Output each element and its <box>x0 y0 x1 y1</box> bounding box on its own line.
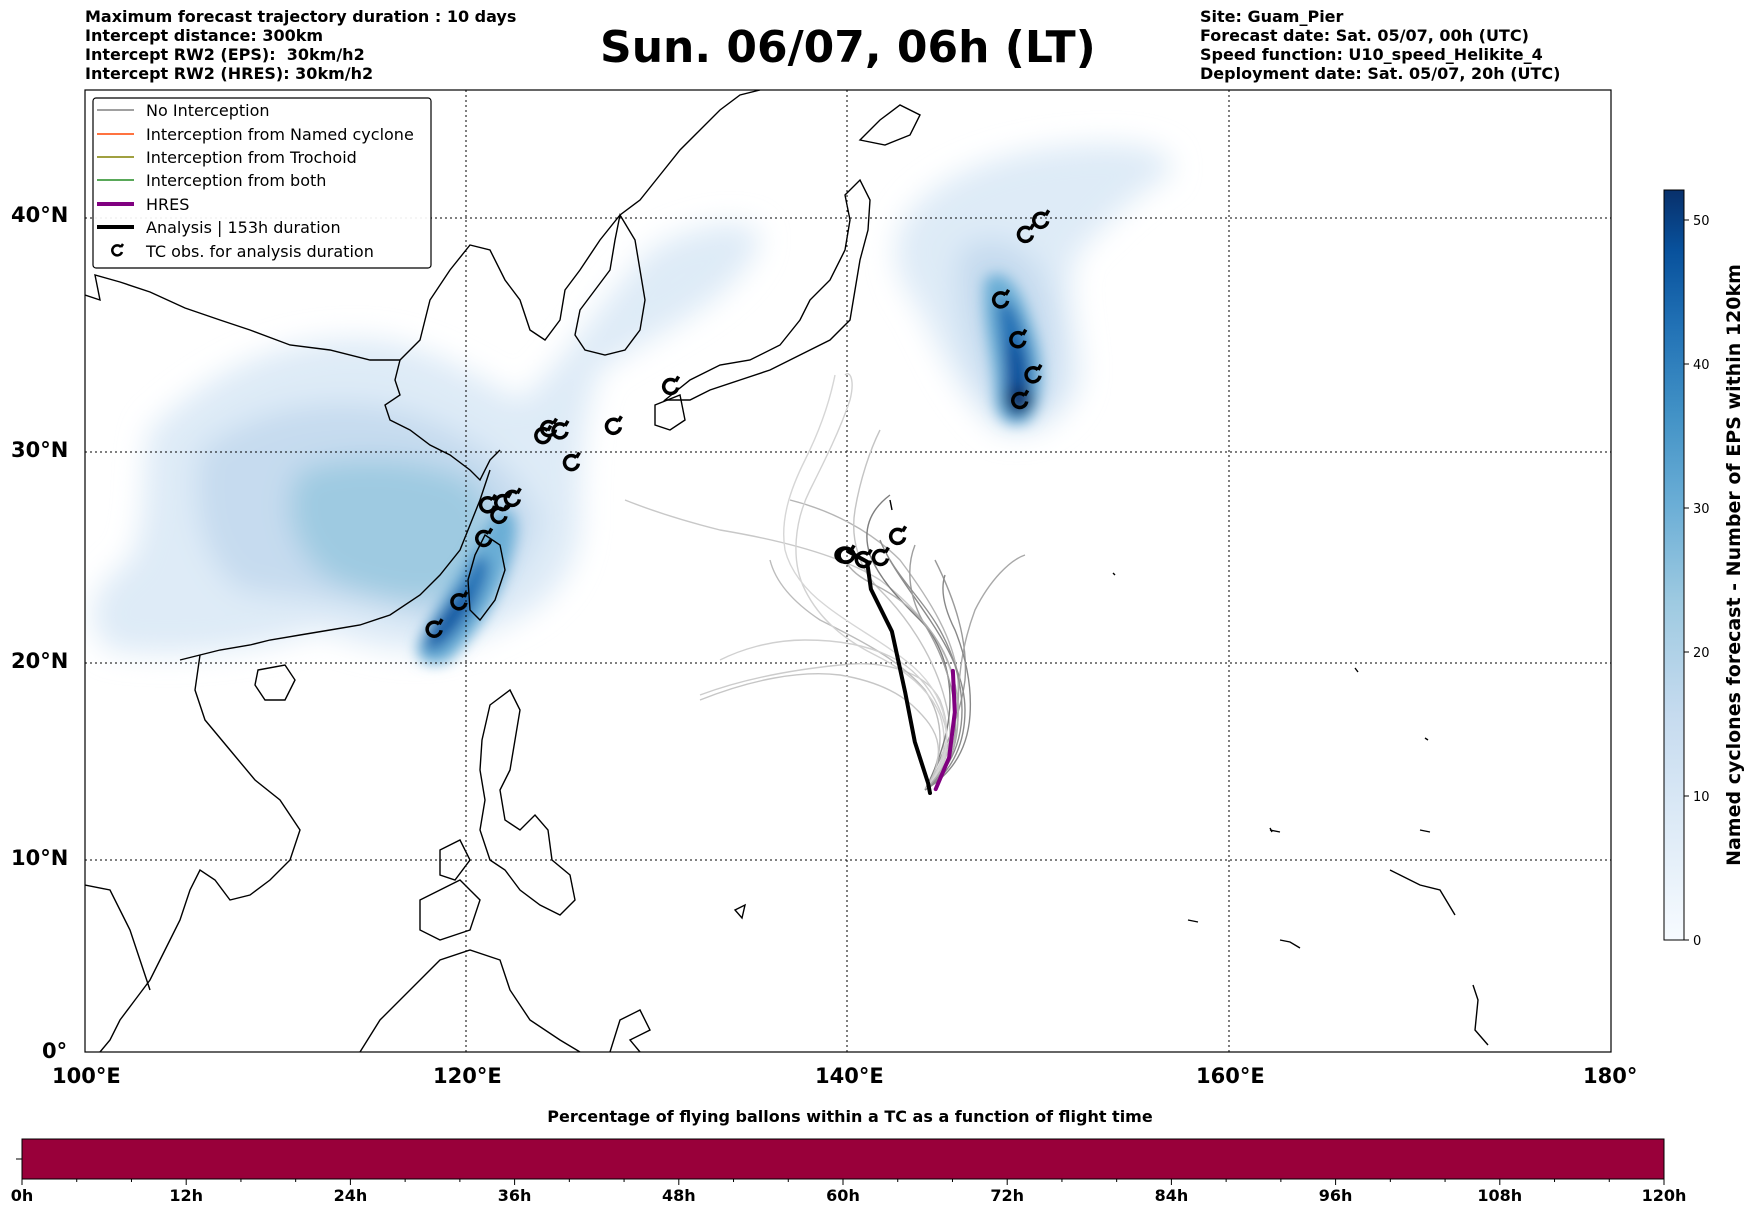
flight-time-tick-label: 84h <box>1154 1186 1189 1205</box>
header-left-line-3: Intercept RW2 (EPS): 30km/h2 <box>85 45 365 64</box>
colorbar-tick: 30 <box>1693 502 1710 517</box>
flight-time-tick-label: 0h <box>10 1186 34 1205</box>
colorbar-tick: 50 <box>1693 214 1710 229</box>
header-right-line-4: Deployment date: Sat. 05/07, 20h (UTC) <box>1200 64 1561 83</box>
typhoon-symbol-icon <box>111 243 125 257</box>
lon-tick-180: 180° <box>1583 1064 1638 1088</box>
colorbar-tick: 40 <box>1693 358 1710 373</box>
tc-obs-marker <box>475 527 494 548</box>
tc-observations <box>425 209 1051 638</box>
eps-density-east-core <box>983 274 1042 424</box>
colorbar-label: Named cyclones forecast - Number of EPS … <box>1723 264 1745 866</box>
tc-obs-marker <box>562 451 581 472</box>
legend-label: Interception from both <box>146 171 326 190</box>
flight-time-tick-label: 24h <box>333 1186 368 1205</box>
lat-tick-0: 0° <box>42 1039 68 1063</box>
tc-obs-marker <box>1032 209 1051 229</box>
ensemble-trajectories <box>624 373 1026 791</box>
tc-obs-marker <box>889 525 908 546</box>
lon-tick-140: 140°E <box>815 1064 884 1088</box>
flight-time-bar <box>16 1138 1665 1185</box>
coastlines <box>85 90 1489 1052</box>
tc-obs-marker <box>450 590 469 611</box>
header-left-line-4: Intercept RW2 (HRES): 30km/h2 <box>85 64 374 83</box>
flight-time-tick-label: 48h <box>661 1186 696 1205</box>
colorbar-tick: 20 <box>1693 646 1710 661</box>
legend-label: HRES <box>146 195 189 214</box>
tc-obs-marker <box>854 548 873 569</box>
tc-obs-marker <box>1011 389 1030 410</box>
colorbar-tick: 0 <box>1693 934 1701 949</box>
lon-tick-100: 100°E <box>52 1064 121 1088</box>
flight-time-tick-label: 108h <box>1477 1186 1523 1205</box>
lon-tick-160: 160°E <box>1196 1064 1265 1088</box>
flight-time-tick-label: 72h <box>990 1186 1025 1205</box>
legend-label: Interception from Named cyclone <box>146 125 414 144</box>
tc-obs-marker <box>837 544 856 565</box>
tc-obs-marker <box>1009 328 1028 349</box>
tc-obs-marker <box>1016 223 1035 244</box>
header-left-line-1: Maximum forecast trajectory duration : 1… <box>85 7 517 26</box>
colorbar-tick: 10 <box>1693 790 1710 805</box>
legend-label: No Interception <box>146 101 270 120</box>
tc-obs-marker <box>425 618 444 638</box>
flight-time-bar-title: Percentage of flying ballons within a TC… <box>547 1107 1153 1126</box>
page-title: Sun. 06/07, 06h (LT) <box>600 22 1096 73</box>
lat-tick-40: 40°N <box>11 203 69 227</box>
legend: No Interception Interception from Named … <box>92 97 432 269</box>
flight-time-tick-label: 60h <box>826 1186 860 1205</box>
tc-obs-marker <box>551 419 570 440</box>
flight-time-tick-label: 12h <box>169 1186 204 1205</box>
flight-time-tick-label: 96h <box>1318 1186 1353 1205</box>
tc-obs-marker <box>534 424 553 445</box>
lat-tick-30: 30°N <box>11 438 69 462</box>
header-left-line-2: Intercept distance: 300km <box>85 26 324 45</box>
lon-tick-120: 120°E <box>433 1064 502 1088</box>
hres-track <box>933 668 957 792</box>
tc-obs-marker <box>1024 363 1043 384</box>
header-right-line-1: Site: Guam_Pier <box>1200 7 1344 26</box>
tc-obs-marker <box>662 375 681 396</box>
lat-tick-20: 20°N <box>11 649 69 673</box>
gridlines <box>85 90 1611 1052</box>
tc-obs-marker <box>992 288 1011 309</box>
tc-obs-marker <box>871 546 890 567</box>
map-frame <box>84 89 1612 1053</box>
header-right-line-3: Speed function: U10_speed_Helikite_4 <box>1200 45 1543 64</box>
legend-label: Interception from Trochoid <box>146 148 357 167</box>
colorbar: 0 10 20 30 40 50 Named cyclones forecast… <box>1663 189 1745 949</box>
legend-label: Analysis | 153h duration <box>146 218 341 237</box>
lat-tick-10: 10°N <box>11 846 69 870</box>
header-right-line-2: Forecast date: Sat. 05/07, 00h (UTC) <box>1200 26 1529 45</box>
eps-density-west-core <box>417 509 516 664</box>
flight-time-tick-label: 36h <box>497 1186 532 1205</box>
tc-obs-marker <box>503 487 522 508</box>
flight-time-tick-label: 120h <box>1641 1186 1687 1205</box>
legend-label: TC obs. for analysis duration <box>145 242 374 261</box>
tc-obs-marker <box>604 415 623 435</box>
